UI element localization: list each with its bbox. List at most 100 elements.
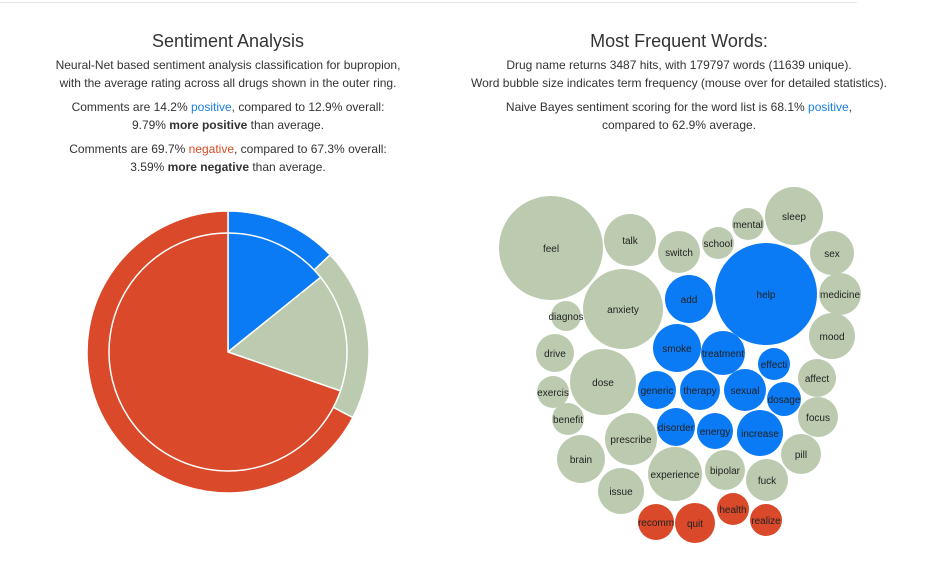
bubble-quit[interactable]: quit	[675, 503, 715, 543]
bubble-smoke-label: smoke	[662, 344, 692, 355]
bubble-increase[interactable]: increase	[737, 410, 783, 456]
bubble-issue-circle[interactable]	[598, 468, 644, 514]
bubble-smoke[interactable]: smoke	[653, 324, 701, 372]
bubble-exercis[interactable]: exercis	[537, 376, 569, 408]
bubble-help[interactable]: help	[715, 243, 817, 345]
bubble-feel[interactable]: feel	[499, 196, 603, 300]
negative-prefix: Comments are 69.7%	[69, 142, 189, 156]
bubble-dosage[interactable]: dosage	[767, 382, 801, 416]
bubble-affect[interactable]: affect	[798, 359, 836, 397]
bubble-effecti[interactable]: effecti	[758, 348, 790, 380]
bubble-energy-label: energy	[700, 427, 731, 438]
bubble-health[interactable]: health	[717, 493, 749, 525]
bubble-sex[interactable]: sex	[810, 231, 854, 275]
bubble-mental-circle[interactable]	[732, 208, 764, 240]
bubble-dose[interactable]: dose	[570, 349, 636, 415]
bubble-prescribe[interactable]: prescribe	[605, 413, 657, 465]
bubble-benefit[interactable]: benefit	[552, 403, 584, 435]
bubble-sexual-label: sexual	[731, 386, 760, 397]
sentiment-intro: Neural-Net based sentiment analysis clas…	[0, 56, 456, 92]
bubble-brain-label: brain	[570, 455, 592, 466]
bubble-fuck[interactable]: fuck	[746, 459, 788, 501]
bubble-switch[interactable]: switch	[658, 231, 700, 273]
bubble-therapy-circle[interactable]	[680, 370, 720, 410]
bubble-drive-circle[interactable]	[536, 334, 574, 372]
bubble-mood-circle[interactable]	[809, 313, 855, 359]
bubble-recomm[interactable]: recomm	[638, 504, 674, 540]
bubble-realize[interactable]: realize	[750, 504, 782, 536]
positive-label: positive	[190, 100, 232, 114]
bubble-realize-label: realize	[751, 516, 781, 527]
bubble-treatment-label: treatment	[702, 349, 744, 360]
bubble-prescribe-circle[interactable]	[605, 413, 657, 465]
bubble-issue[interactable]: issue	[598, 468, 644, 514]
bubble-effecti-circle[interactable]	[758, 348, 790, 380]
bubble-medicine-circle[interactable]	[819, 273, 861, 315]
bubble-treatment-circle[interactable]	[701, 331, 745, 375]
bubble-switch-circle[interactable]	[658, 231, 700, 273]
bubble-health-circle[interactable]	[717, 493, 749, 525]
bubble-school[interactable]: school	[702, 227, 734, 259]
inner-pie-neutral-slice[interactable]	[226, 276, 348, 392]
bubble-sexual-circle[interactable]	[724, 369, 766, 411]
bubble-fuck-circle[interactable]	[746, 459, 788, 501]
bubble-drive[interactable]: drive	[536, 334, 574, 372]
bubble-sleep[interactable]: sleep	[765, 187, 823, 245]
bubble-dosage-label: dosage	[768, 395, 801, 406]
bubble-anxiety-circle[interactable]	[583, 269, 663, 349]
bubble-brain[interactable]: brain	[557, 435, 605, 483]
bubble-mood[interactable]: mood	[809, 313, 855, 359]
bubble-add[interactable]: add	[665, 275, 713, 323]
bubble-experience[interactable]: experience	[648, 447, 702, 501]
bubble-dosage-circle[interactable]	[767, 382, 801, 416]
bubble-bipolar[interactable]: bipolar	[705, 450, 745, 490]
bubble-quit-label: quit	[687, 519, 703, 530]
negative-label: negative	[188, 142, 234, 156]
bubble-dose-circle[interactable]	[570, 349, 636, 415]
bubble-sex-circle[interactable]	[810, 231, 854, 275]
bubble-treatment[interactable]: treatment	[701, 331, 745, 375]
bubble-recomm-circle[interactable]	[638, 504, 674, 540]
bubble-pill-circle[interactable]	[781, 434, 821, 474]
bubble-smoke-circle[interactable]	[653, 324, 701, 372]
bubble-pill[interactable]: pill	[781, 434, 821, 474]
bubble-exercis-circle[interactable]	[537, 376, 569, 408]
bubble-school-circle[interactable]	[702, 227, 734, 259]
bubble-energy-circle[interactable]	[697, 413, 733, 449]
bubble-talk-circle[interactable]	[604, 214, 656, 266]
bubble-diagnos-circle[interactable]	[551, 301, 581, 331]
bubble-quit-circle[interactable]	[675, 503, 715, 543]
bubble-sleep-circle[interactable]	[765, 187, 823, 245]
bubble-mood-label: mood	[819, 332, 844, 343]
bubble-energy[interactable]: energy	[697, 413, 733, 449]
bubble-mental[interactable]: mental	[732, 208, 764, 240]
bubble-help-circle[interactable]	[715, 243, 817, 345]
bubble-generic-circle[interactable]	[638, 371, 676, 409]
inner-pie-negative-slice[interactable]	[108, 232, 342, 472]
bubble-disorder-circle[interactable]	[657, 408, 695, 446]
positive-tail: than average.	[247, 118, 325, 132]
bubble-disorder-label: disorder	[658, 423, 695, 434]
bubble-focus[interactable]: focus	[798, 397, 838, 437]
bubble-disorder[interactable]: disorder	[657, 408, 695, 446]
bubble-brain-circle[interactable]	[557, 435, 605, 483]
bubble-focus-circle[interactable]	[798, 397, 838, 437]
inner-pie-positive-slice[interactable]	[227, 232, 322, 354]
bubble-increase-circle[interactable]	[737, 410, 783, 456]
bubble-benefit-circle[interactable]	[552, 403, 584, 435]
bubble-medicine[interactable]: medicine	[819, 273, 861, 315]
bubble-generic[interactable]: generic	[638, 371, 676, 409]
bubble-add-circle[interactable]	[665, 275, 713, 323]
bubble-anxiety[interactable]: anxiety	[583, 269, 663, 349]
bubble-realize-circle[interactable]	[750, 504, 782, 536]
bubble-experience-label: experience	[651, 470, 700, 481]
bubble-therapy[interactable]: therapy	[680, 370, 720, 410]
bubble-bipolar-circle[interactable]	[705, 450, 745, 490]
bubble-diagnos[interactable]: diagnos	[548, 301, 584, 331]
bubble-affect-circle[interactable]	[798, 359, 836, 397]
bubble-sexual[interactable]: sexual	[724, 369, 766, 411]
bubble-feel-circle[interactable]	[499, 196, 603, 300]
bubble-experience-circle[interactable]	[648, 447, 702, 501]
sentiment-pie-chart[interactable]	[0, 0, 460, 566]
bubble-talk[interactable]: talk	[604, 214, 656, 266]
